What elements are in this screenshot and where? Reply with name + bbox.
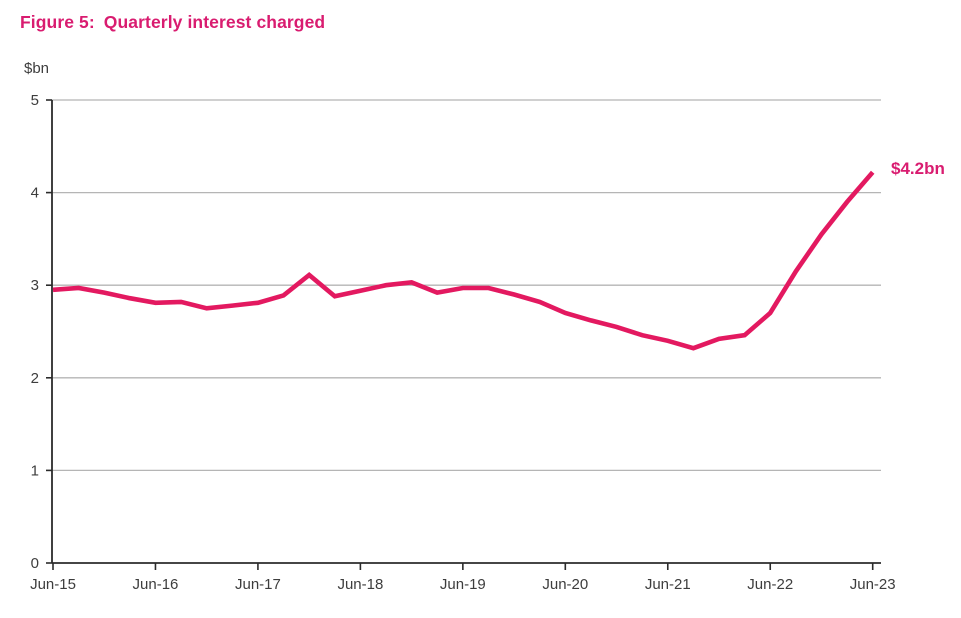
x-tick-label-Jun-19: Jun-19 — [440, 576, 486, 593]
x-tick-label-Jun-15: Jun-15 — [30, 576, 76, 593]
y-tick-label-3: 3 — [31, 277, 39, 294]
y-tick-label-5: 5 — [31, 92, 39, 109]
x-tick-label-Jun-16: Jun-16 — [133, 576, 179, 593]
y-tick-label-0: 0 — [31, 555, 39, 572]
y-tick-label-4: 4 — [31, 185, 39, 202]
end-value-annotation: $4.2bn — [891, 159, 945, 178]
y-tick-label-2: 2 — [31, 370, 39, 387]
figure-title-text: Quarterly interest charged — [103, 12, 326, 32]
x-tick-label-Jun-21: Jun-21 — [645, 576, 691, 593]
x-tick-label-Jun-18: Jun-18 — [337, 576, 383, 593]
y-axis-unit-label: $bn — [24, 60, 50, 77]
x-tick-label-Jun-23: Jun-23 — [850, 576, 896, 593]
y-tick-label-1: 1 — [31, 462, 39, 479]
figure-title: Figure 5: Quarterly interest charged — [20, 12, 325, 33]
x-tick-label-Jun-17: Jun-17 — [235, 576, 281, 593]
data-line-quarterly-interest — [52, 170, 875, 351]
figure-number-label: Figure 5: — [20, 12, 95, 32]
x-tick-label-Jun-22: Jun-22 — [747, 576, 793, 593]
x-tick-label-Jun-20: Jun-20 — [542, 576, 588, 593]
